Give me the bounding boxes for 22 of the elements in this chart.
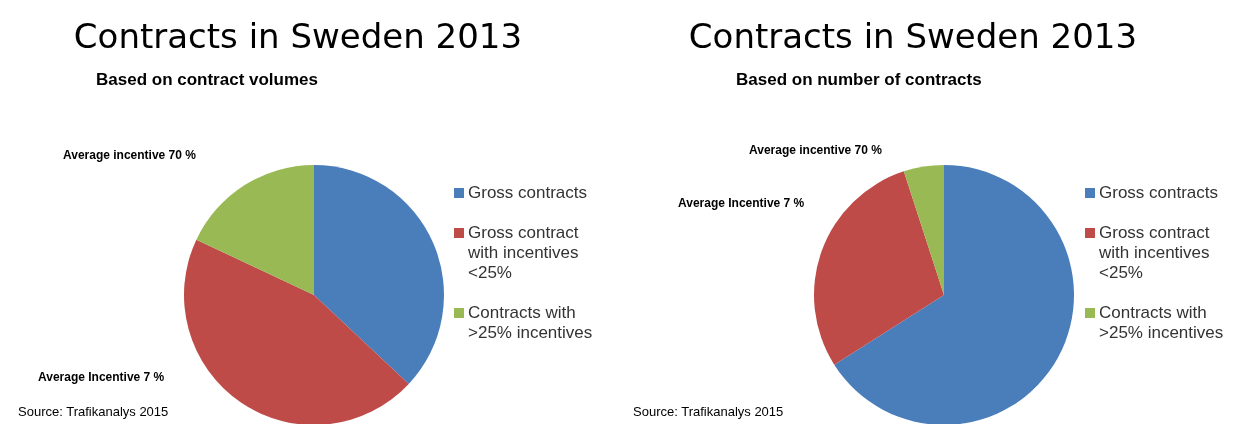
legend-label: Contracts with >25% incentives: [468, 303, 594, 343]
text: Average Incentive 7 %: [678, 196, 805, 210]
legend-label: Gross contract with incentives <25%: [1099, 223, 1211, 283]
legend-label: Gross contracts: [1099, 183, 1219, 203]
pie-slice: [834, 165, 1074, 424]
legend-label: Gross contract with incentives <25%: [468, 223, 580, 283]
text: Average Incentive 7 %: [38, 370, 165, 384]
pie-slice: [903, 165, 944, 295]
chart-title: Contracts in Sweden 2013: [687, 16, 1139, 56]
legend-label: Gross contracts: [468, 183, 588, 203]
pie-slice: [196, 165, 314, 295]
text: Average incentive 70 %: [63, 148, 196, 162]
chart-subtitle: Based on contract volumes: [96, 70, 319, 90]
source-note: Source: Trafikanalys 2015: [633, 404, 784, 419]
pie-slice: [314, 165, 444, 384]
chart-subtitle: Based on number of contracts: [736, 70, 982, 90]
pie-slice: [814, 171, 944, 365]
pie-slice: [184, 239, 409, 424]
legend-label: Contracts with >25% incentives: [1099, 303, 1225, 343]
chart-title: Contracts in Sweden 2013: [72, 16, 524, 56]
source-note: Source: Trafikanalys 2015: [18, 404, 169, 419]
text: Average incentive 70 %: [749, 143, 882, 157]
